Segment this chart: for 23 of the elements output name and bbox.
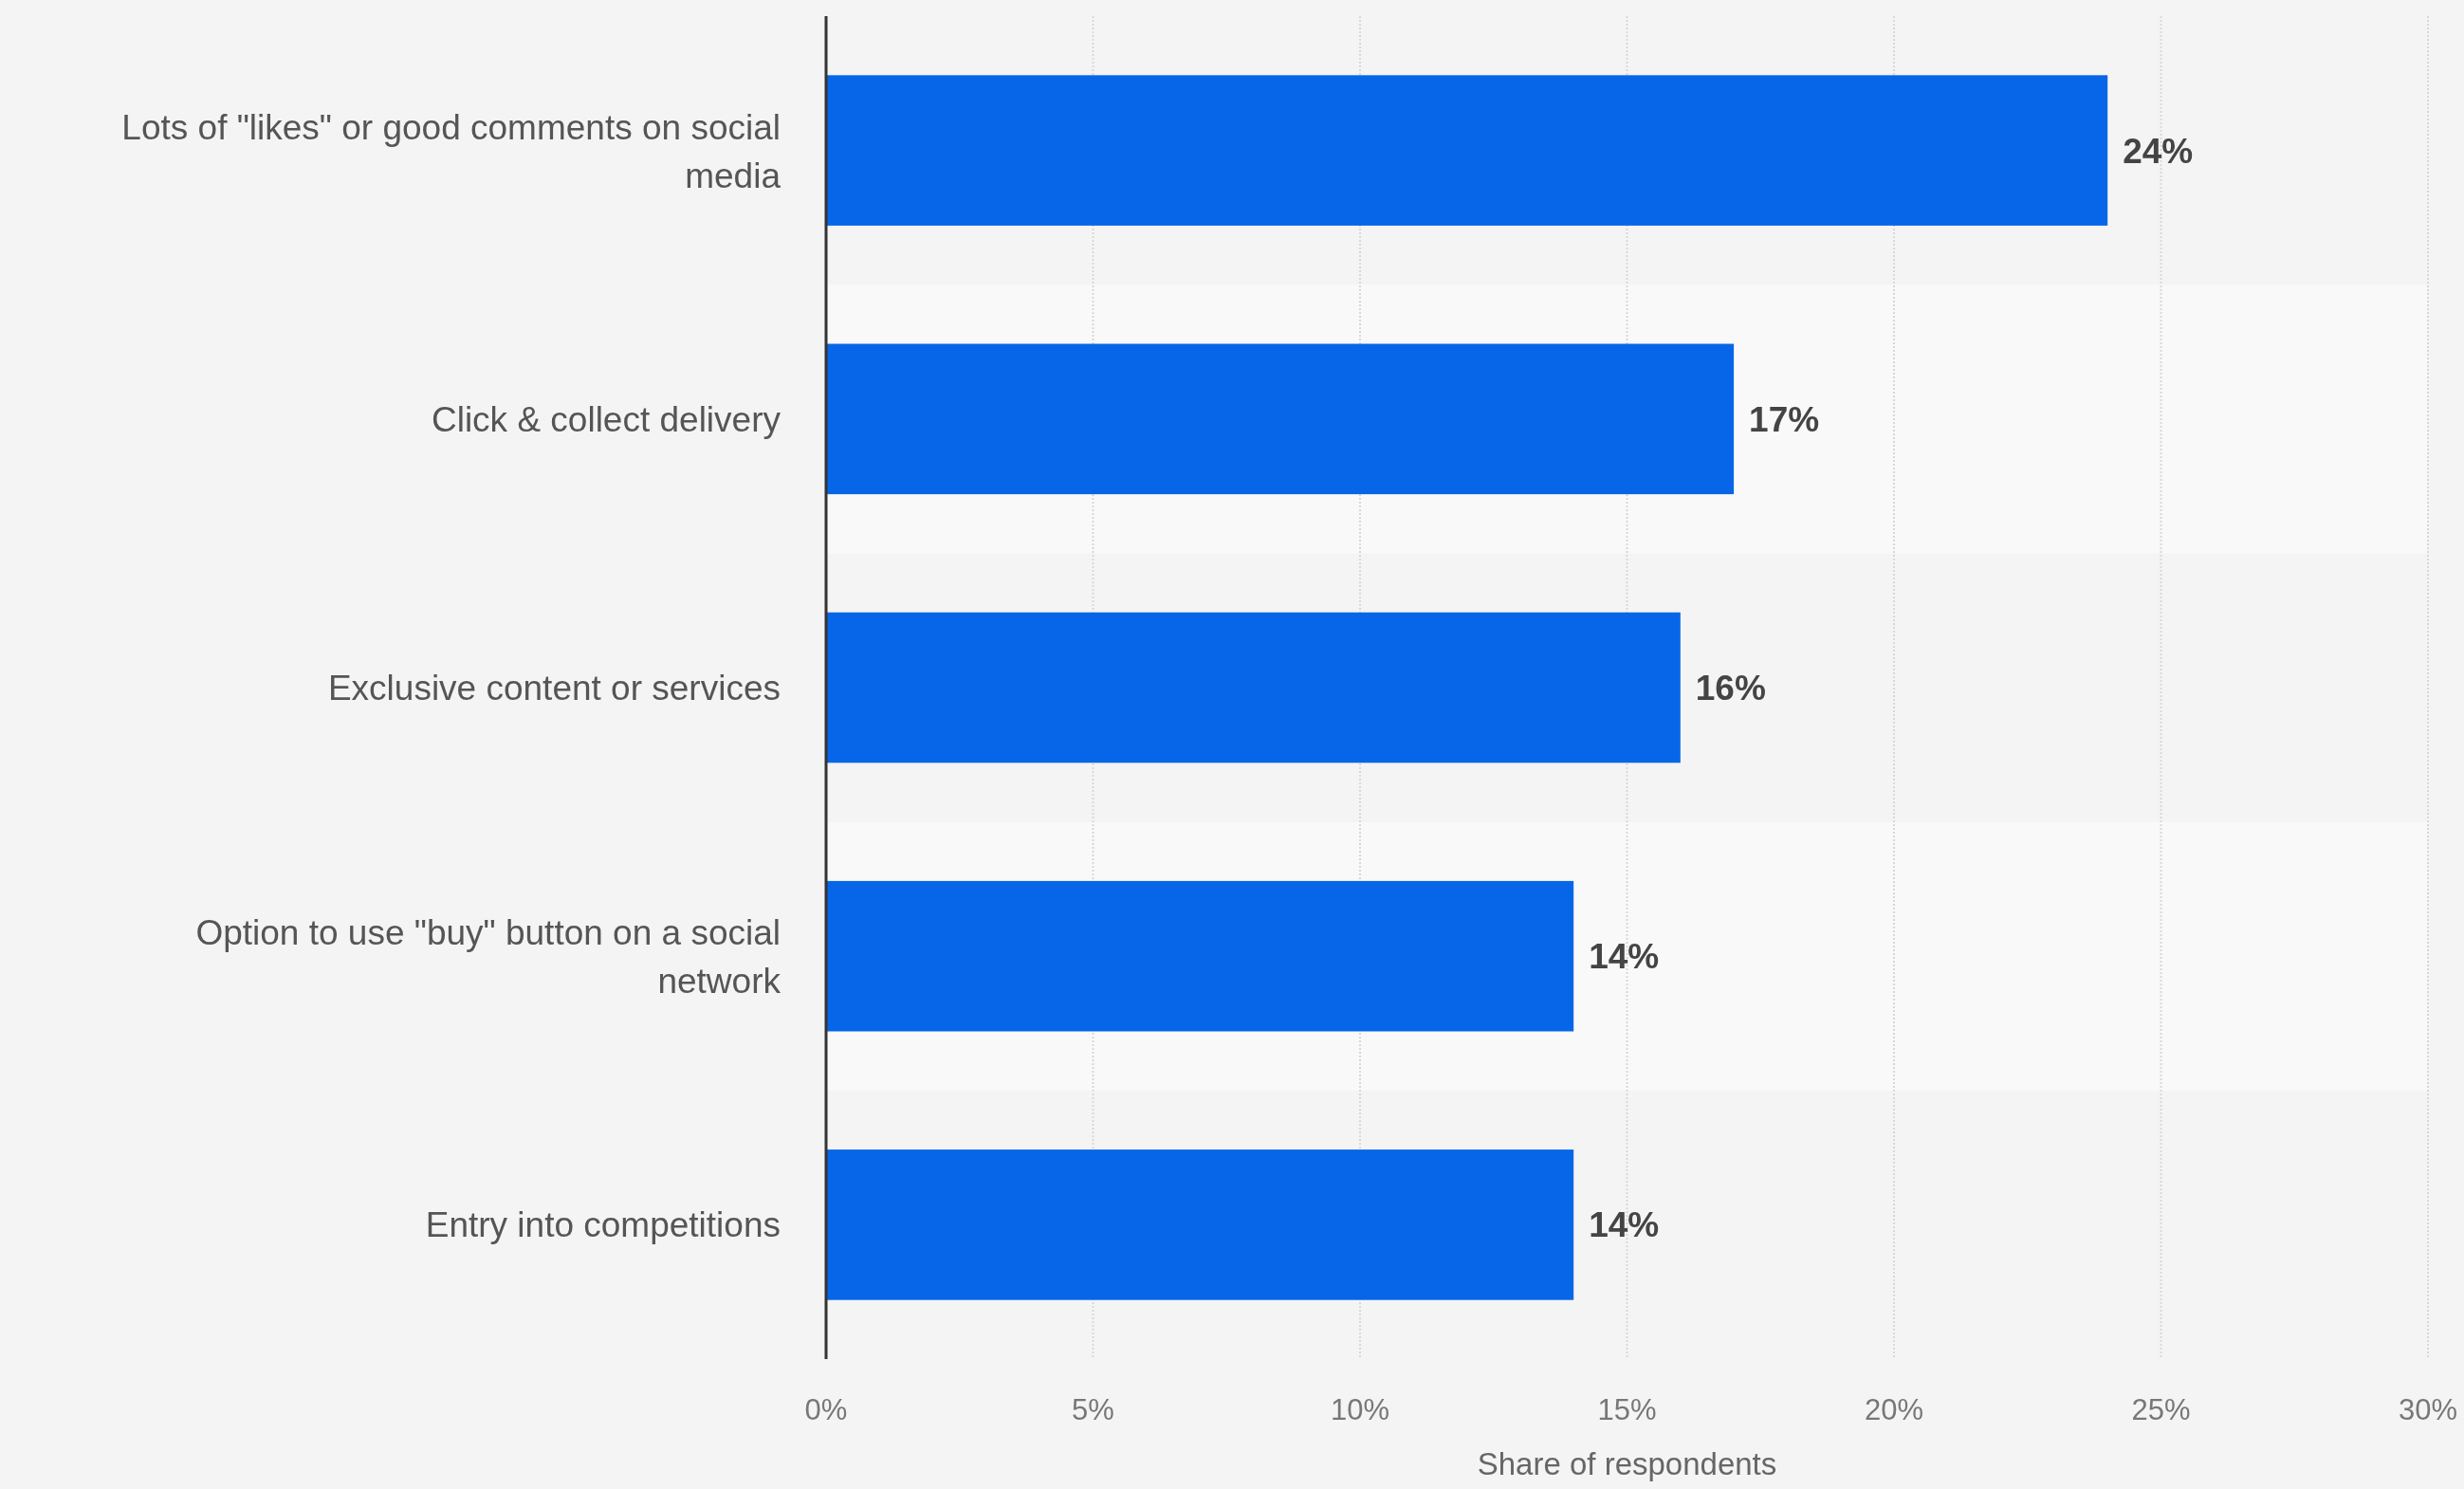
x-tick-label: 30% — [2398, 1392, 2458, 1426]
bar — [826, 612, 1681, 763]
y-tick-label: Entry into competitions — [425, 1205, 781, 1245]
data-label: 14% — [1589, 1205, 1660, 1245]
x-tick-label: 15% — [1597, 1392, 1657, 1426]
x-tick-label: 0% — [804, 1392, 848, 1426]
y-tick-label: Lots of "likes" or good comments on social media — [121, 107, 781, 195]
data-label: 14% — [1589, 937, 1660, 977]
data-label: 24% — [2123, 131, 2194, 171]
y-tick-label: Option to use "buy" button on a social network — [195, 913, 781, 1002]
data-label: 16% — [1695, 668, 1766, 708]
data-label: 17% — [1749, 399, 1820, 439]
x-axis-title: Share of respondents — [1477, 1445, 1777, 1481]
bar — [826, 343, 1735, 495]
y-tick-label: Exclusive content or services — [327, 668, 781, 708]
bar — [826, 880, 1574, 1032]
x-tick-label: 20% — [1864, 1392, 1924, 1426]
bar — [826, 1149, 1574, 1300]
y-tick-label: Click & collect delivery — [431, 399, 781, 439]
x-tick-label: 25% — [2131, 1392, 2191, 1426]
x-tick-label: 10% — [1330, 1392, 1390, 1426]
bar — [826, 75, 2108, 226]
x-tick-label: 5% — [1072, 1392, 1114, 1426]
